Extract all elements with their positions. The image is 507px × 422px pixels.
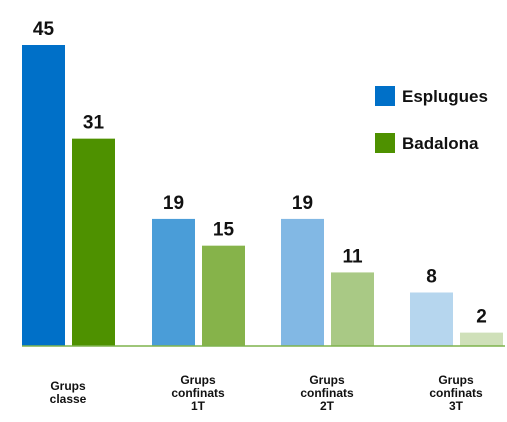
bar-esplugues-1 xyxy=(152,218,195,346)
value-labels-layer: 45 19 19 8 31 15 11 2 xyxy=(33,19,487,328)
value-label-esplugues-2: 19 xyxy=(292,193,313,214)
legend-label-badalona: Badalona xyxy=(402,134,479,153)
value-label-badalona-2: 11 xyxy=(342,246,363,267)
legend-swatch-esplugues xyxy=(375,86,395,106)
value-label-esplugues-1: 19 xyxy=(163,193,184,214)
bar-esplugues-3 xyxy=(410,292,453,346)
bar-esplugues-0 xyxy=(22,45,65,346)
value-label-badalona-0: 31 xyxy=(83,113,105,134)
legend: Esplugues Badalona xyxy=(375,86,488,153)
value-label-esplugues-0: 45 xyxy=(33,19,55,40)
bar-badalona-2 xyxy=(331,272,374,346)
value-label-badalona-3: 2 xyxy=(476,307,487,328)
value-label-esplugues-3: 8 xyxy=(426,266,437,287)
category-label-2: Grups confinats 2T xyxy=(300,373,354,413)
bar-esplugues-2 xyxy=(281,218,324,346)
category-label-1: Grups confinats 1T xyxy=(171,373,225,413)
bar-badalona-3 xyxy=(460,332,503,346)
bar-badalona-0 xyxy=(72,138,115,346)
bars-layer xyxy=(22,45,503,346)
value-label-badalona-1: 15 xyxy=(213,220,235,241)
category-labels-layer: Grups classe Grups confinats 1T Grups confinat… xyxy=(50,373,483,413)
category-label-3: Grups confinats 3T xyxy=(429,373,483,413)
bar-badalona-1 xyxy=(202,245,245,346)
legend-label-esplugues: Esplugues xyxy=(402,87,488,106)
legend-swatch-badalona xyxy=(375,133,395,153)
category-label-0: Grups classe xyxy=(50,379,87,406)
